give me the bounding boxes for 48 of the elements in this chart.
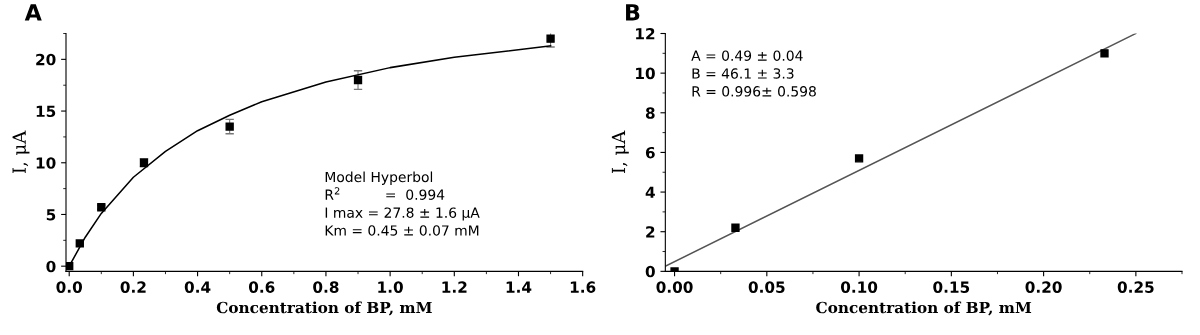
point — [66, 262, 74, 271]
x-tick-label: 0.8 — [313, 281, 339, 293]
x-tick-label: 1.2 — [442, 281, 467, 293]
point — [1100, 49, 1109, 58]
x-axis-title: Concentration of BP, mM — [816, 301, 1032, 316]
y-tick-label: 12 — [636, 27, 655, 40]
y-tick-label: 20 — [36, 53, 56, 66]
x-tick-label: 0.10 — [840, 281, 878, 293]
y-tick-label: 0 — [46, 260, 56, 273]
text: R$^{2}$ = 0.994 — [325, 187, 445, 200]
point — [225, 122, 234, 131]
y-tick-label: 10 — [636, 67, 655, 80]
x-tick-label: 1.4 — [506, 281, 532, 293]
x-tick-label: 0.20 — [1025, 281, 1062, 293]
point — [854, 154, 864, 163]
y-tick-label: 10 — [36, 157, 56, 169]
x-tick-label: 0.15 — [933, 281, 970, 293]
x-axis-title: Concentration of BP, mM — [216, 301, 432, 316]
x-tick-label: 1.0 — [378, 281, 403, 293]
annotation: I max = 27.8 ± 1.6 μA — [325, 207, 480, 221]
x-tick-label: 0.25 — [1117, 281, 1154, 293]
y-tick-label: 6 — [645, 146, 655, 159]
annotation: R = 0.996± 0.598 — [692, 86, 816, 97]
x-tick-label: 0.0 — [56, 281, 83, 293]
point — [353, 75, 363, 85]
y-axis-title: I, μA — [12, 130, 30, 174]
annotation: B = 46.1 ± 3.3 — [692, 68, 794, 79]
x-tick-label: 0.4 — [184, 281, 211, 293]
chart-title: A — [24, 4, 42, 21]
y-tick-label: 4 — [645, 186, 655, 198]
x-tick-label: 0.6 — [248, 281, 275, 293]
point — [75, 239, 84, 248]
x-tick-label: 0.05 — [748, 281, 785, 293]
x-tick-label: 0.00 — [656, 281, 693, 293]
point — [546, 34, 555, 43]
annotation: A = 0.49 ± 0.04 — [691, 50, 803, 61]
y-tick-label: 5 — [46, 209, 56, 221]
x-tick-label: 0.2 — [120, 281, 146, 293]
annotation: Model Hyperbol — [325, 171, 433, 185]
y-tick-label: 2 — [646, 226, 655, 238]
y-axis-title: I, μA — [611, 130, 629, 174]
point — [731, 223, 740, 232]
y-tick-label: 0 — [645, 265, 655, 278]
x-tick-label: 1.6 — [570, 281, 596, 293]
annotation: Km = 0.45 ± 0.07 mM — [325, 225, 479, 236]
y-tick-label: 15 — [36, 105, 56, 118]
chart-title: B — [626, 4, 640, 21]
y-tick-label: 8 — [645, 107, 655, 119]
